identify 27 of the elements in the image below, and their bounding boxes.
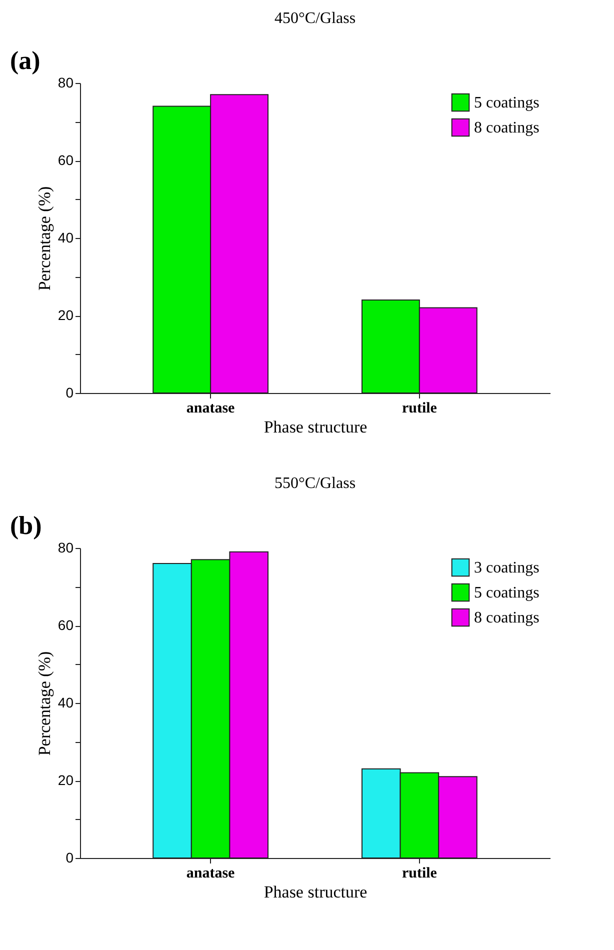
y-tick-label: 20 [58, 307, 74, 323]
x-tick-label: anatase [186, 400, 236, 416]
x-tick-label: rutile [402, 866, 438, 882]
x-axis-title: Phase structure [264, 418, 368, 436]
y-axis-title: Percentage (%) [34, 186, 54, 291]
text: (b) [10, 511, 42, 540]
text: (a) [10, 46, 40, 75]
y-tick-label: 60 [58, 617, 74, 633]
x-axis-title: Phase structure [264, 882, 368, 902]
x-tick-label: rutile [402, 400, 438, 416]
y-axis-title: Percentage (%) [34, 651, 54, 756]
legend-label: 5 coatings [474, 94, 540, 112]
x-tick-label: anatase [186, 866, 236, 882]
y-tick-label: 80 [58, 74, 74, 90]
chart-title: 550°C/Glass [274, 475, 356, 492]
legend-label: 3 coatings [474, 560, 540, 576]
y-tick-label: 0 [66, 384, 74, 400]
legend-label: 8 coatings [474, 610, 540, 626]
y-tick-label: 0 [66, 850, 74, 866]
legend-label: 8 coatings [474, 120, 540, 136]
y-tick-label: 80 [58, 540, 74, 556]
y-tick-label: 20 [58, 772, 74, 788]
y-tick-label: 60 [58, 152, 74, 168]
y-tick-label: 40 [58, 694, 74, 710]
legend-label: 5 coatings [474, 584, 540, 602]
chart-title: 450°C/Glass [274, 10, 356, 27]
y-tick-label: 40 [58, 230, 74, 246]
